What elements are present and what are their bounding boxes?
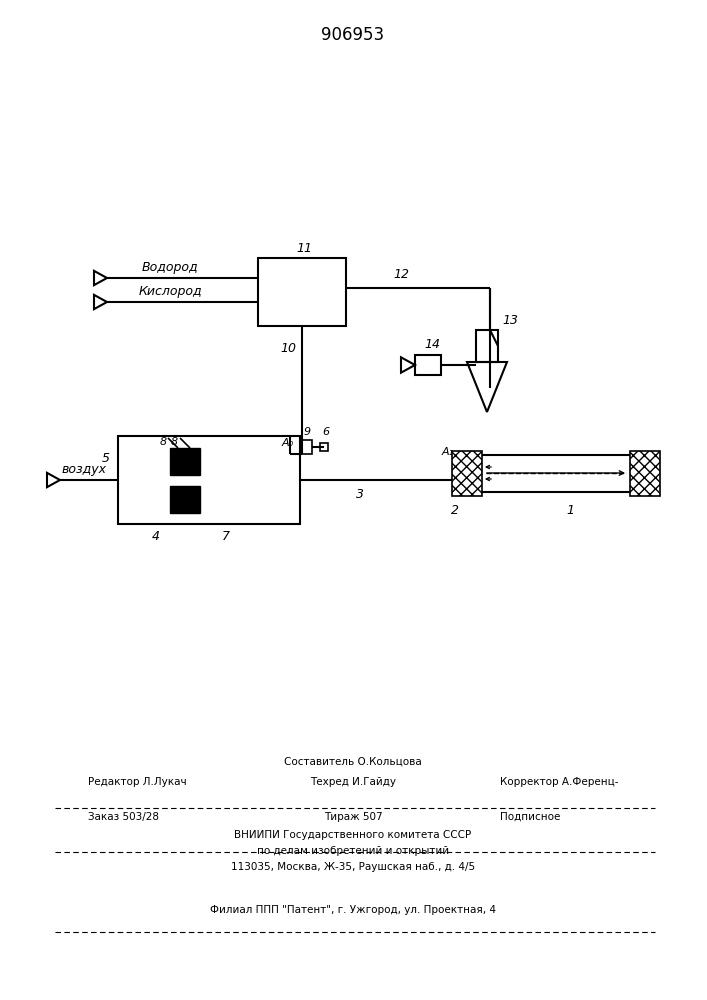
Text: 1: 1 <box>566 504 574 516</box>
Text: Филиал ППП "Патент", г. Ужгород, ул. Проектная, 4: Филиал ППП "Патент", г. Ужгород, ул. Про… <box>210 905 496 915</box>
Text: Техред И.Гайду: Техред И.Гайду <box>310 777 396 787</box>
Text: А₀: А₀ <box>282 438 294 448</box>
Bar <box>415 355 441 375</box>
Bar <box>258 258 346 326</box>
Text: 3: 3 <box>356 488 364 500</box>
Text: 4: 4 <box>152 530 160 544</box>
Bar <box>170 448 200 475</box>
Text: 9: 9 <box>303 427 310 437</box>
Text: Подписное: Подписное <box>500 812 560 822</box>
Text: 12: 12 <box>393 267 409 280</box>
Text: воздух: воздух <box>62 462 107 476</box>
Text: 14: 14 <box>424 338 440 352</box>
Text: Кислород: Кислород <box>138 286 201 298</box>
Text: Корректор А.Ференц-: Корректор А.Ференц- <box>500 777 618 787</box>
Text: ВНИИПИ Государственного комитета СССР: ВНИИПИ Государственного комитета СССР <box>235 830 472 840</box>
Text: Составитель О.Кольцова: Составитель О.Кольцова <box>284 757 422 767</box>
Text: по делам изобретений и открытий: по делам изобретений и открытий <box>257 846 449 856</box>
Text: 11: 11 <box>296 241 312 254</box>
Bar <box>320 443 328 451</box>
Text: 10: 10 <box>280 342 296 355</box>
Text: 7: 7 <box>222 530 230 544</box>
Bar <box>302 440 312 454</box>
Text: Тираж 507: Тираж 507 <box>324 812 382 822</box>
Text: 906953: 906953 <box>322 26 385 44</box>
Text: 6: 6 <box>322 427 329 437</box>
Bar <box>118 436 300 524</box>
Text: 8: 8 <box>170 437 177 447</box>
Text: 8: 8 <box>160 437 167 447</box>
Bar <box>170 486 200 513</box>
Bar <box>452 451 482 496</box>
Text: 5: 5 <box>102 452 110 464</box>
Text: Водород: Водород <box>141 261 198 274</box>
Text: 13: 13 <box>502 314 518 326</box>
Bar <box>630 451 660 496</box>
Text: Редактор Л.Лукач: Редактор Л.Лукач <box>88 777 187 787</box>
Text: 2: 2 <box>451 504 459 516</box>
Bar <box>476 330 498 362</box>
Text: 113035, Москва, Ж-35, Раушская наб., д. 4/5: 113035, Москва, Ж-35, Раушская наб., д. … <box>231 862 475 872</box>
Text: Заказ 503/28: Заказ 503/28 <box>88 812 159 822</box>
Text: А₁: А₁ <box>442 447 454 457</box>
